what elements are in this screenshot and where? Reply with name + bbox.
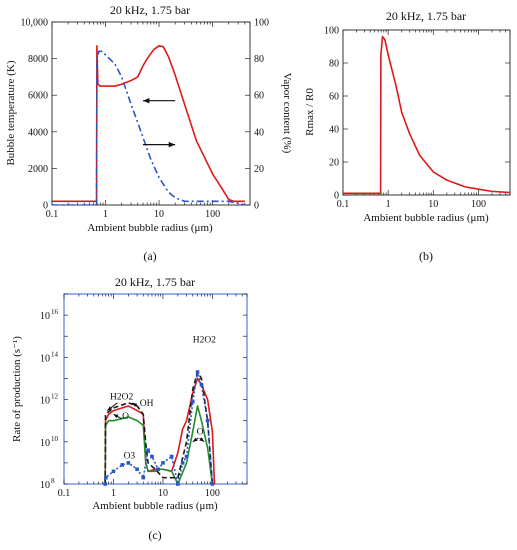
panel-a-y-tick-label: 10,000 <box>21 18 49 29</box>
panel-c-o3-line-marker <box>195 370 200 374</box>
panel-a-y2-tick-label: 100 <box>254 18 269 29</box>
panel-c-label: (c) <box>148 528 161 542</box>
panel-a-x-tick-label: 100 <box>205 209 220 220</box>
panel-c-o3-line-marker <box>135 467 139 472</box>
panel-c-o3-line-marker <box>210 482 215 486</box>
panel-c-y-tick-exponent: 12 <box>51 393 59 401</box>
panel-b-ylabel: Rmax / R0 <box>304 88 316 136</box>
panel-c-arrow-head <box>199 437 205 442</box>
panel-a-x-tick-label: 0.1 <box>46 209 59 220</box>
panel-c-arrow-head <box>107 406 113 411</box>
panel-b-frame <box>342 29 511 196</box>
panel-c-o3-line-marker <box>103 482 107 486</box>
panel-c-y-tick-label: 10 <box>40 438 50 449</box>
panel-c-o3-line-marker <box>156 467 160 472</box>
panel-b-y-tick-label: 60 <box>329 92 339 103</box>
panel-b-x-tick-label: 100 <box>471 199 486 210</box>
panel-a-y2-tick-label: 60 <box>254 91 264 102</box>
panel-c-x-tick-label: 1 <box>111 488 116 499</box>
panel-c-o3-line-marker <box>150 454 154 459</box>
panel-c-o3-line-marker <box>184 454 189 459</box>
panel-b-y-tick-label: 100 <box>324 26 339 37</box>
panel-a-frame <box>51 21 251 206</box>
panel-a-y2-tick-label: 0 <box>254 201 259 212</box>
panel-c-h2o2-line <box>104 371 214 484</box>
panel-c-annotation: H2O2 <box>110 393 133 403</box>
panel-b-title: 20 kHz, 1.75 bar <box>386 9 466 23</box>
panel-c-o3-line-marker <box>126 461 131 465</box>
panel-c-annotation: O <box>197 428 204 438</box>
panel-c-ylabel: Rate of production (s⁻¹) <box>11 336 23 442</box>
panel-a-arrow-head <box>142 97 150 104</box>
panel-a-y2-tick-label: 40 <box>254 127 264 138</box>
panel-a-y-tick-label: 4000 <box>28 127 48 138</box>
panel-c-chart: 20 kHz, 1.75 bar Ambient bubble radius (… <box>11 275 248 542</box>
panel-c-arrow-head <box>192 437 198 442</box>
panel-b-y-tick-label: 0 <box>334 191 339 202</box>
panel-c-o3-line-marker <box>120 463 124 467</box>
panel-b-y-tick-label: 80 <box>329 59 339 70</box>
panel-c-annotation: O3 <box>124 452 136 462</box>
panel-b-xlabel: Ambient bubble radius (μm) <box>363 212 489 224</box>
panel-c-x-tick-label: 10 <box>158 488 168 499</box>
panel-a-label: (a) <box>143 249 156 263</box>
panel-b-chart: 20 kHz, 1.75 bar Ambient bubble radius (… <box>304 9 511 263</box>
panel-c-o3-line-marker <box>146 448 150 452</box>
panel-a-ylabel: Bubble temperature (K) <box>5 60 17 165</box>
panel-c-o3-line-marker <box>205 418 210 423</box>
panel-c-o3-line-marker <box>161 461 165 465</box>
panel-a-title: 20 kHz, 1.75 bar <box>110 3 190 17</box>
panel-c-xlabel: Ambient bubble radius (μm) <box>92 500 218 512</box>
panel-c-annotation: H2O2 <box>193 336 216 346</box>
panel-c-y-tick-exponent: 14 <box>51 350 59 358</box>
panel-a-y-tick-label: 6000 <box>28 91 48 102</box>
panel-b-x-tick-label: 10 <box>428 199 438 210</box>
panel-a-xlabel: Ambient bubble radius (μm) <box>87 222 213 234</box>
panel-c-o3-line-marker <box>104 475 108 480</box>
panel-c-o3-line-marker <box>141 475 146 480</box>
panel-b-y-tick-label: 40 <box>329 125 339 136</box>
panel-c-annotation: O <box>122 412 129 422</box>
panel-c-y-tick-label: 10 <box>40 353 50 364</box>
panel-a-y2-tick-label: 20 <box>254 164 264 175</box>
panel-a-x-tick-label: 1 <box>103 209 108 220</box>
panel-c-o3-line-marker <box>111 469 116 474</box>
panel-a-y-tick-label: 2000 <box>28 164 48 175</box>
panel-c-x-tick-label: 100 <box>205 488 220 499</box>
panel-c-y-tick-label: 10 <box>40 311 50 322</box>
panel-a-x-tick-label: 10 <box>154 209 164 220</box>
panel-c-o3-line-marker <box>180 461 185 465</box>
panel-c-x-tick-label: 0.1 <box>58 488 71 499</box>
panel-a-y-tick-label: 8000 <box>28 54 48 65</box>
panel-b-y-tick-label: 20 <box>329 158 339 169</box>
panel-c-o3-line-marker <box>190 399 195 404</box>
panel-c-y-tick-exponent: 10 <box>51 435 59 443</box>
panel-a-y2label: Vapor content (%) <box>281 73 293 154</box>
panel-a-vapor-line <box>52 50 246 205</box>
panel-c-y-tick-label: 10 <box>40 480 50 491</box>
panel-a-y-tick-label: 0 <box>43 201 48 212</box>
panel-c-o3-line-marker <box>169 454 174 459</box>
panel-c-annotation: OH <box>140 399 154 409</box>
panel-b-x-tick-label: 0.1 <box>337 199 350 210</box>
panel-c-title: 20 kHz, 1.75 bar <box>115 275 195 289</box>
panel-c-arrow-head <box>113 414 119 419</box>
panel-c-o3-line-marker <box>199 382 204 387</box>
panel-c-frame <box>63 293 248 485</box>
panel-c-y-tick-label: 10 <box>40 396 50 407</box>
panel-c-arrow-head <box>132 402 138 407</box>
panel-c-o3-line-marker <box>176 482 180 486</box>
panel-a-temperature-line <box>52 44 245 203</box>
panel-b-rmax-line <box>343 35 510 195</box>
panel-c-y-tick-exponent: 16 <box>51 308 59 316</box>
panel-b-x-tick-label: 1 <box>386 199 391 210</box>
panel-a-y2-tick-label: 80 <box>254 54 264 65</box>
panel-b-label: (b) <box>419 249 433 263</box>
panel-a-arrow-head <box>168 141 176 148</box>
panel-c-y-tick-exponent: 8 <box>51 477 55 485</box>
panel-a-chart: 20 kHz, 1.75 bar Ambient bubble radius (… <box>5 3 293 263</box>
